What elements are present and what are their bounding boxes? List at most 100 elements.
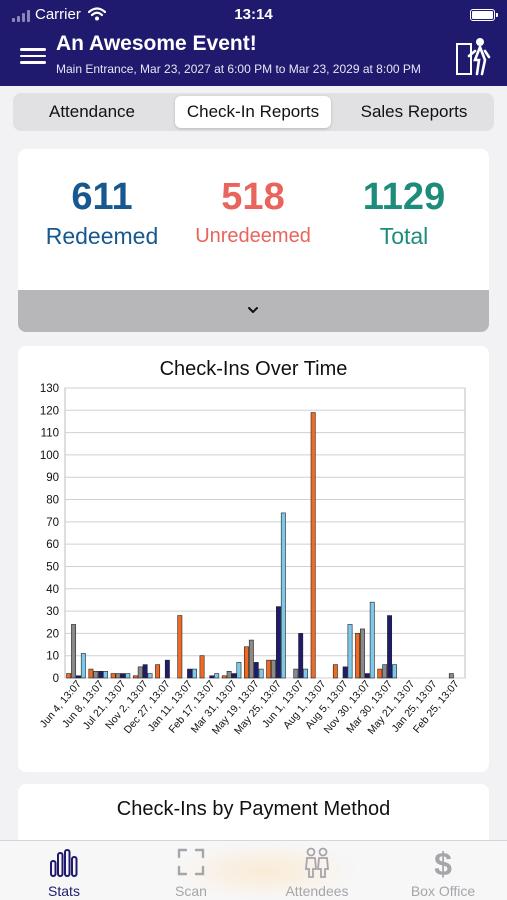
bar — [355, 633, 361, 679]
bar — [115, 673, 121, 679]
total-stat: 1129 Total — [334, 175, 474, 253]
bar — [248, 639, 254, 679]
bar — [266, 659, 272, 679]
redeemed-count: 611 — [71, 176, 133, 218]
bar — [93, 671, 99, 679]
menu-button[interactable] — [20, 44, 46, 66]
bar — [192, 668, 197, 679]
bar — [364, 673, 370, 679]
tab-check-in-reports[interactable]: Check-In Reports — [175, 96, 331, 128]
bar — [209, 675, 215, 679]
clock: 13:14 — [234, 6, 273, 23]
bar — [66, 673, 72, 679]
bar — [226, 671, 232, 679]
bar — [110, 673, 116, 679]
bar — [310, 412, 316, 679]
wifi-icon — [88, 7, 106, 21]
total-label: Total — [379, 223, 429, 249]
bar — [276, 606, 281, 679]
bar — [298, 633, 304, 679]
y-tick-label: 100 — [40, 450, 59, 462]
bar — [347, 624, 353, 679]
bar — [258, 668, 264, 679]
unredeemed-stat: 518 Unredeemed — [178, 175, 328, 253]
status-bar: Carrier 13:14 — [0, 6, 507, 26]
report-tabs: Attendance Check-In Reports Sales Report… — [13, 93, 494, 131]
y-tick-label: 10 — [46, 651, 59, 663]
unredeemed-count: 518 — [221, 176, 285, 218]
bar — [187, 668, 193, 679]
event-subtitle: Main Entrance, Mar 23, 2027 at 6:00 PM t… — [56, 62, 421, 76]
bar — [98, 671, 104, 679]
bar — [387, 615, 393, 679]
chart-title: Check-Ins Over Time — [159, 358, 348, 380]
bar — [155, 664, 161, 679]
expand-stats-button[interactable] — [18, 290, 489, 332]
bar — [76, 675, 81, 679]
y-tick-label: 120 — [40, 405, 59, 417]
bar — [303, 668, 309, 679]
y-tick-label: 40 — [46, 584, 59, 596]
check-ins-chart-card: Check-Ins Over Time 0 10 20 30 40 50 60 70 80 90 1… — [18, 346, 489, 772]
tab-box-office[interactable]: $ Box Office — [380, 841, 506, 900]
unredeemed-label: Unredeemed — [195, 225, 311, 247]
dollar-icon: $ — [434, 847, 452, 881]
redeemed-stat: 611 Redeemed — [32, 175, 172, 253]
tab-stats-label: Stats — [48, 883, 80, 899]
exit-person-icon[interactable] — [455, 36, 491, 76]
battery-icon — [470, 9, 498, 21]
tab-scan[interactable]: Scan — [128, 841, 254, 900]
y-tick-label: 90 — [46, 472, 59, 484]
y-tick-label: 30 — [46, 606, 59, 618]
redeemed-label: Redeemed — [45, 223, 159, 249]
tab-box-office-label: Box Office — [410, 883, 476, 899]
bar — [132, 675, 138, 679]
y-tick-label: 20 — [46, 628, 59, 640]
tab-stats[interactable]: Stats — [1, 841, 127, 900]
y-tick-label: 60 — [46, 539, 59, 551]
tab-scan-label: Scan — [175, 883, 207, 899]
tab-sales-reports[interactable]: Sales Reports — [360, 102, 468, 121]
bar — [120, 673, 126, 679]
bar — [448, 673, 454, 679]
event-title: An Awesome Event! — [56, 32, 257, 55]
attendees-icon — [305, 847, 329, 878]
tab-attendance[interactable]: Attendance — [48, 102, 135, 121]
tab-attendees-label: Attendees — [285, 883, 349, 899]
y-tick-label: 0 — [53, 673, 59, 685]
bottom-tab-bar: Stats Scan Attendees $ — [0, 840, 507, 900]
stats-card: 611 Redeemed 518 Unredeemed 1129 Total — [18, 149, 489, 332]
total-count: 1129 — [362, 176, 446, 218]
bar — [125, 673, 131, 679]
chevron-down-icon — [248, 307, 258, 313]
bar — [221, 675, 227, 679]
bar — [142, 664, 148, 679]
bar — [342, 666, 348, 679]
y-tick-label: 110 — [41, 428, 59, 440]
bar — [382, 664, 388, 679]
bar — [253, 662, 259, 679]
bar — [137, 666, 143, 679]
bar — [80, 653, 86, 679]
plot-area — [64, 387, 466, 679]
bar — [231, 673, 237, 679]
scan-icon — [177, 848, 205, 876]
tab-attendees[interactable]: Attendees — [254, 841, 380, 900]
signal-icon — [12, 10, 30, 22]
y-tick-label: 70 — [46, 517, 59, 529]
carrier-label: Carrier — [35, 6, 81, 23]
bar — [360, 628, 365, 679]
y-tick-label: 80 — [46, 495, 59, 507]
bar — [71, 624, 77, 679]
bar — [280, 512, 286, 679]
bar — [293, 668, 299, 679]
bar — [177, 615, 183, 679]
bar — [332, 664, 338, 679]
svg-text:$: $ — [434, 847, 452, 881]
y-tick-label: 50 — [46, 561, 59, 573]
bar — [103, 671, 109, 679]
bar — [164, 659, 170, 679]
bar — [147, 673, 153, 679]
y-tick-label: 130 — [40, 383, 59, 395]
